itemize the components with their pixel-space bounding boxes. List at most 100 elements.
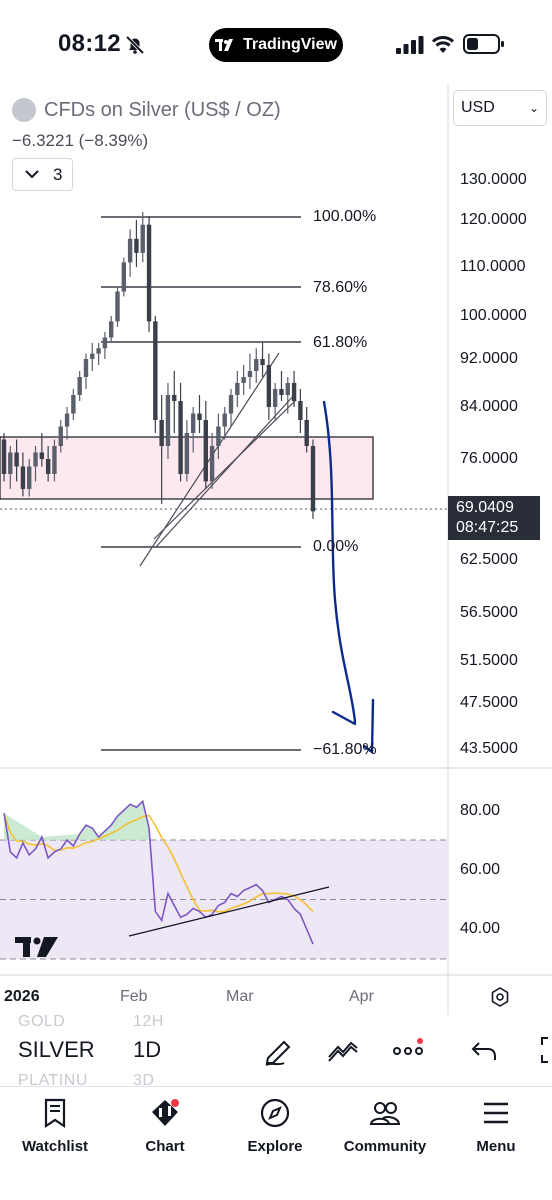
candle-body [279,389,284,395]
status-time: 08:12 [58,30,121,57]
time-axis-label: Mar [226,988,254,1005]
candle-body [235,383,240,395]
nav-label: Watchlist [21,1138,89,1155]
candle-body [1,439,7,474]
nav-chart[interactable]: Chart [110,1097,220,1155]
nav-label: Menu [476,1138,516,1155]
candle-body [134,238,139,253]
candle-body [27,466,32,489]
candle-body [127,238,133,263]
price-axis-label: 120.0000 [460,211,527,228]
price-axis-label: 92.0000 [460,350,518,367]
bar-countdown: 08:47:25 [456,519,519,536]
candle-body [228,395,234,414]
price-axis-label: 47.5000 [460,694,518,711]
candle-body [184,433,190,474]
candle-body [140,224,145,253]
candle-body [222,413,227,427]
candle-body [58,426,63,446]
candle-body [146,224,152,322]
candle-body [8,452,13,474]
candle-body [285,383,290,395]
nav-menu[interactable]: Menu [441,1097,551,1155]
rsi-overbought-fill [4,801,150,840]
price-axis-label: 100.0000 [460,307,527,324]
trendline [155,392,297,548]
silver-logo-icon [12,98,36,122]
fib-level-label: 0.00% [313,538,359,555]
nav-community[interactable]: Community [330,1097,440,1155]
price-axis-label: 76.0000 [460,450,518,467]
indicators-toggle-button[interactable]: 3 [12,158,73,191]
price-axis-label: 130.0000 [460,171,527,188]
candle-body [266,365,272,407]
nav-explore[interactable]: Explore [220,1097,330,1155]
candle-body [83,359,89,377]
candle-body [190,413,196,433]
more-options-icon[interactable] [392,1033,426,1067]
candle-body [115,291,120,322]
interval-selector[interactable]: 1D [133,1037,162,1062]
candle-body [109,321,114,338]
chart-settings-icon[interactable] [490,987,510,1007]
bell-off-icon [125,35,145,55]
fib-level-label: 78.60% [313,279,368,296]
indicators-icon[interactable] [326,1033,360,1067]
symbol-header[interactable]: CFDs on Silver (US$ / OZ) [12,98,281,122]
candle-body [102,337,108,349]
watchlist-icon [44,1098,66,1129]
candle-body [96,348,101,354]
candle-body [153,321,158,420]
candle-body [298,401,303,420]
candle-body [272,389,278,407]
price-axis-label: 84.0000 [460,398,518,415]
rsi-ma-line [3,812,314,913]
wifi-icon [431,36,455,53]
rsi-trendline [128,886,330,937]
nav-label: Chart [145,1138,185,1155]
rsi-axis-label: 60.00 [460,861,501,878]
fullscreen-icon[interactable] [532,1033,552,1067]
drawing-pen-icon[interactable] [262,1033,296,1067]
candle-body [304,420,309,446]
candle-body [172,395,177,401]
price-axis-label: 56.5000 [460,604,518,621]
rsi-axis-label: 40.00 [460,920,501,937]
nav-label: Community [343,1138,427,1155]
community-icon [369,1102,401,1125]
candle-body [121,262,127,292]
bottom-navigation: Watchlist Chart Explore Community [0,1086,552,1200]
candle-body [260,359,265,365]
fib-level-label: −61.80% [313,741,377,758]
ghost-interval-above: 12H [133,1013,164,1030]
undo-icon[interactable] [468,1033,502,1067]
battery-icon [463,34,504,54]
symbol-selector[interactable]: SILVER [18,1037,95,1062]
time-axis-label: Feb [120,988,148,1005]
indicator-count: 3 [53,164,63,184]
ghost-symbol-below: PLATINU [18,1072,88,1089]
candle-body [159,420,164,446]
tradingview-pill[interactable]: TradingView [209,28,343,62]
nav-label: Explore [247,1138,303,1155]
currency-select[interactable]: USD ⌄ [453,90,547,126]
candle-body [165,395,171,446]
candle-body [197,413,202,420]
nav-watchlist[interactable]: Watchlist [0,1097,110,1155]
candle-body [14,452,19,467]
candle-body [254,359,259,371]
symbol-title: CFDs on Silver (US$ / OZ) [44,98,281,121]
last-price-value: 69.0409 [456,499,514,516]
app-pill-label: TradingView [243,36,337,53]
chart-icon [152,1099,179,1126]
time-axis-label: Apr [349,988,374,1005]
price-axis-label: 110.0000 [460,258,526,275]
candle-body [71,395,76,414]
compass-icon [260,1098,290,1128]
time-axis-year: 2026 [4,988,40,1005]
tradingview-watermark-icon [15,937,58,957]
candle-body [209,446,215,482]
ghost-symbol-above: GOLD [18,1013,66,1030]
price-chart[interactable] [0,0,552,1015]
candle-body [77,377,82,395]
